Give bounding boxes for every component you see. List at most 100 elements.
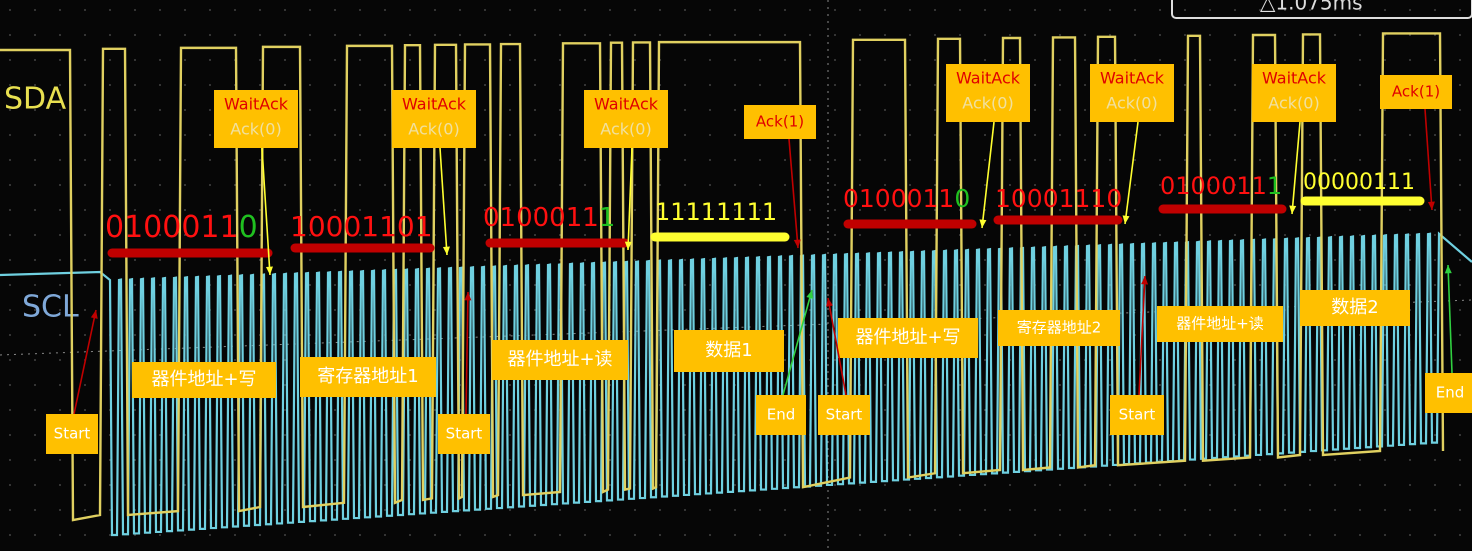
grid-dot [709,384,711,386]
grid-dot [1059,534,1061,536]
grid-dot [484,159,486,161]
grid-dot [759,159,761,161]
grid-dot [609,534,611,536]
grid-dot [84,59,86,61]
grid-dot [1109,384,1111,386]
ack1-label: Ack(1) [756,113,804,131]
grid-dot [409,184,411,186]
grid-dot [1059,59,1061,61]
grid-dot [984,534,986,536]
grid-dot [559,159,561,161]
grid-dot [1434,284,1436,286]
grid-dot [459,9,461,11]
grid-dot [1259,534,1261,536]
grid-dot [534,309,536,311]
grid-dot [334,234,336,236]
grid-dot [709,209,711,211]
grid-dot [59,309,61,311]
grid-dot [584,34,586,36]
grid-dot [859,534,861,536]
grid-dot [884,434,886,436]
label-box [132,362,276,398]
grid-dot [834,9,836,11]
grid-dot [1459,534,1461,536]
grid-dot [1434,159,1436,161]
arrow [627,147,633,251]
grid-dot [559,234,561,236]
grid-dot [184,184,186,186]
grid-dot [1234,59,1236,61]
marker-label: Start [1119,406,1156,424]
grid-dot [359,159,361,161]
sda-label: SDA [4,82,67,117]
grid-dot [284,534,286,536]
grid-dot [534,259,536,261]
grid-dot [34,509,36,511]
grid-dot [1134,9,1136,11]
grid-dot [584,84,586,86]
grid-dot [834,109,836,111]
grid-dot [1334,134,1336,136]
grid-dot [709,34,711,36]
grid-dot [209,184,211,186]
grid-dot [709,409,711,411]
grid-dot [9,534,11,536]
grid-dot [34,409,36,411]
grid-dot [1034,509,1036,511]
grid-dot [909,534,911,536]
grid-dot [484,34,486,36]
segment-label: 器件地址+读 [507,349,612,370]
grid-dot [909,9,911,11]
grid-dot [534,234,536,236]
grid-dot [759,34,761,36]
grid-dot [834,359,836,361]
grid-dot [509,34,511,36]
grid-dot [1059,284,1061,286]
grid-dot [1284,509,1286,511]
grid-dot [34,109,36,111]
grid-dot [834,534,836,536]
ack-bit: 1 [599,203,616,233]
grid-dot [234,159,236,161]
grid-dot [234,534,236,536]
grid-dot [509,534,511,536]
grid-dot [284,359,286,361]
grid-dot [784,34,786,36]
grid-dot [784,159,786,161]
grid-dot [784,359,786,361]
grid-dot [1409,59,1411,61]
bit-string: 10001110 [995,184,1122,213]
grid-dot [484,134,486,136]
grid-dot [1359,234,1361,236]
grid-dot [309,59,311,61]
grid-dot [34,134,36,136]
grid-dot [1434,434,1436,436]
grid-dot [259,234,261,236]
grid-dot [584,534,586,536]
grid-dot [659,484,661,486]
grid-dot [634,59,636,61]
grid-dot [109,59,111,61]
grid-dot [109,484,111,486]
grid-dot [1059,259,1061,261]
grid-dot [34,259,36,261]
grid-dot [134,259,136,261]
grid-dot [59,84,61,86]
grid-dot [1234,284,1236,286]
grid-dot [9,484,11,486]
grid-dot [1334,384,1336,386]
grid-dot [359,9,361,11]
grid-dot [834,509,836,511]
grid-dot [534,184,536,186]
marker-label: Start [54,425,91,443]
grid-dot [509,309,511,311]
grid-dot [1259,159,1261,161]
grid-dot [1259,284,1261,286]
grid-dot [1209,109,1211,111]
grid-dot [259,159,261,161]
grid-dot [9,284,11,286]
grid-dot [584,9,586,11]
grid-dot [84,9,86,11]
grid-dot [209,134,211,136]
arrow-head [826,298,833,307]
